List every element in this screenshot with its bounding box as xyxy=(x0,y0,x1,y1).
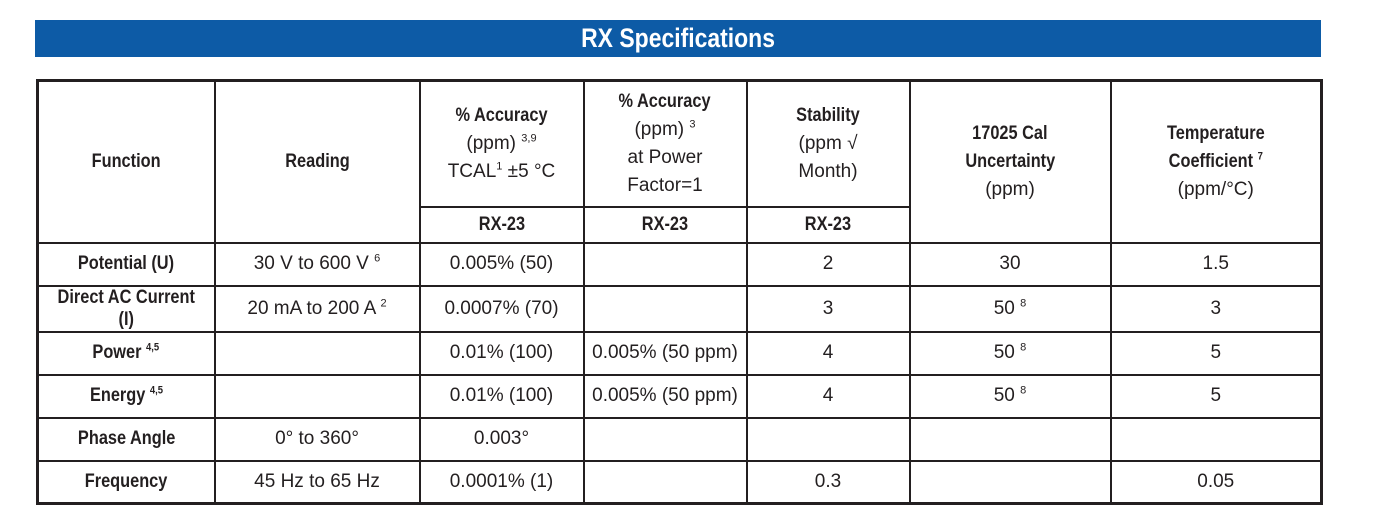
subheader-model-1: RX-23 xyxy=(418,205,585,244)
row-temp-coeff: 5 xyxy=(1109,373,1323,419)
row-temp-coeff: 5 xyxy=(1109,330,1323,376)
row-reading xyxy=(213,330,421,376)
row-temp-coeff: 0.05 xyxy=(1109,459,1323,505)
table-row: Phase Angle 0° to 360° 0.003° xyxy=(36,416,1323,462)
row-function: Energy 4,5 xyxy=(36,373,216,419)
row-accuracy-tcal: 0.005% (50) xyxy=(418,241,585,287)
row-reading: 30 V to 600 V 6 xyxy=(213,241,421,287)
row-function: Power 4,5 xyxy=(36,330,216,376)
row-function: Potential (U) xyxy=(36,241,216,287)
spec-table: Function Reading % Accuracy (ppm) 3,9 TC… xyxy=(36,79,1323,505)
header-uncertainty: 17025 Cal Uncertainty (ppm) xyxy=(908,79,1112,244)
row-reading xyxy=(213,373,421,419)
header-accuracy-pf: % Accuracy (ppm) 3 at Power Factor=1 xyxy=(582,79,748,208)
header-function: Function xyxy=(36,79,216,244)
row-stability: 4 xyxy=(745,373,911,419)
row-uncertainty: 50 8 xyxy=(908,373,1112,419)
row-uncertainty: 50 8 xyxy=(908,330,1112,376)
row-temp-coeff: 3 xyxy=(1109,284,1323,333)
row-function: Direct AC Current (I) xyxy=(36,284,216,333)
row-uncertainty xyxy=(908,416,1112,462)
row-accuracy-tcal: 0.0001% (1) xyxy=(418,459,585,505)
header-accuracy-tcal: % Accuracy (ppm) 3,9 TCAL1 ±5 °C xyxy=(418,79,585,208)
row-temp-coeff xyxy=(1109,416,1323,462)
row-reading: 20 mA to 200 A 2 xyxy=(213,284,421,333)
row-reading: 45 Hz to 65 Hz xyxy=(213,459,421,505)
row-reading: 0° to 360° xyxy=(213,416,421,462)
row-uncertainty: 50 8 xyxy=(908,284,1112,333)
row-uncertainty: 30 xyxy=(908,241,1112,287)
row-uncertainty xyxy=(908,459,1112,505)
row-function: Phase Angle xyxy=(36,416,216,462)
table-row: Direct AC Current (I) 20 mA to 200 A 2 0… xyxy=(36,284,1323,333)
row-accuracy-tcal: 0.01% (100) xyxy=(418,330,585,376)
row-stability: 3 xyxy=(745,284,911,333)
row-stability: 0.3 xyxy=(745,459,911,505)
subheader-model-3: RX-23 xyxy=(745,205,911,244)
row-temp-coeff: 1.5 xyxy=(1109,241,1323,287)
subheader-row: RX-23 RX-23 RX-23 xyxy=(38,205,1322,244)
row-accuracy-tcal: 0.0007% (70) xyxy=(418,284,585,333)
row-accuracy-tcal: 0.01% (100) xyxy=(418,373,585,419)
row-accuracy-pf xyxy=(582,416,748,462)
row-stability: 2 xyxy=(745,241,911,287)
header-stability: Stability (ppm √ Month) xyxy=(745,79,911,208)
table-row: Frequency 45 Hz to 65 Hz 0.0001% (1) 0.3… xyxy=(36,459,1323,505)
table-row: Power 4,5 0.01% (100) 0.005% (50 ppm) 4 … xyxy=(36,330,1323,376)
row-accuracy-pf: 0.005% (50 ppm) xyxy=(582,373,748,419)
row-accuracy-pf: 0.005% (50 ppm) xyxy=(582,330,748,376)
row-stability: 4 xyxy=(745,330,911,376)
row-accuracy-pf xyxy=(582,241,748,287)
row-accuracy-pf xyxy=(582,284,748,333)
header-reading: Reading xyxy=(213,79,421,244)
page-title: RX Specifications xyxy=(581,23,775,53)
header-temp-coeff: Temperature Coefficient 7 (ppm/°C) xyxy=(1109,79,1323,244)
row-stability xyxy=(745,416,911,462)
subheader-model-2: RX-23 xyxy=(582,205,748,244)
title-banner: RX Specifications xyxy=(35,20,1321,57)
row-accuracy-pf xyxy=(582,459,748,505)
header-row: Function Reading % Accuracy (ppm) 3,9 TC… xyxy=(36,79,1323,244)
table-row: Energy 4,5 0.01% (100) 0.005% (50 ppm) 4… xyxy=(36,373,1323,419)
table-row: Potential (U) 30 V to 600 V 6 0.005% (50… xyxy=(36,241,1323,287)
row-function: Frequency xyxy=(36,459,216,505)
row-accuracy-tcal: 0.003° xyxy=(418,416,585,462)
